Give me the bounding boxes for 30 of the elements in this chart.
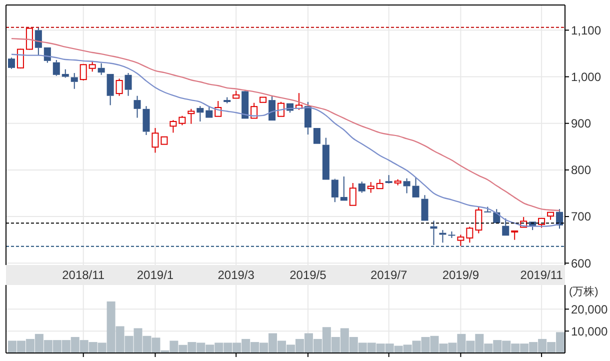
x-tick-label: 2019/3 <box>218 268 255 282</box>
candlestick <box>124 72 132 96</box>
y-tick-label: 10,000 <box>571 324 608 338</box>
candlestick <box>358 181 366 194</box>
candlestick <box>556 208 564 230</box>
candlestick <box>142 106 150 136</box>
candlestick <box>448 230 456 238</box>
x-tick-label: 2019/5 <box>290 268 327 282</box>
y-tick-label: 600 <box>571 256 592 270</box>
y-tick-label: 1,100 <box>571 23 602 38</box>
y-axis-title: (万株) <box>569 285 598 298</box>
candlestick <box>403 178 410 194</box>
x-tick-label: 2019/11 <box>520 268 564 282</box>
candlestick <box>98 62 105 76</box>
candlestick <box>52 59 60 76</box>
candlestick <box>70 72 78 90</box>
x-tick-label: 2019/1 <box>136 268 174 282</box>
y-tick-label: 700 <box>571 210 592 224</box>
candlestick <box>385 174 392 183</box>
candlestick <box>8 57 15 70</box>
x-tick-label: 2019/7 <box>370 268 408 282</box>
x-tick-label: 2019/9 <box>442 268 480 282</box>
candlestick <box>196 106 204 122</box>
candlestick <box>367 182 374 194</box>
y-tick-label: 20,000 <box>571 302 608 316</box>
y-tick-label: 1,000 <box>571 70 602 84</box>
y-tick-label: 900 <box>571 116 592 131</box>
y-tick-label: 800 <box>571 163 592 178</box>
candlestick <box>134 95 141 118</box>
x-tick-label: 2018/11 <box>62 268 105 282</box>
